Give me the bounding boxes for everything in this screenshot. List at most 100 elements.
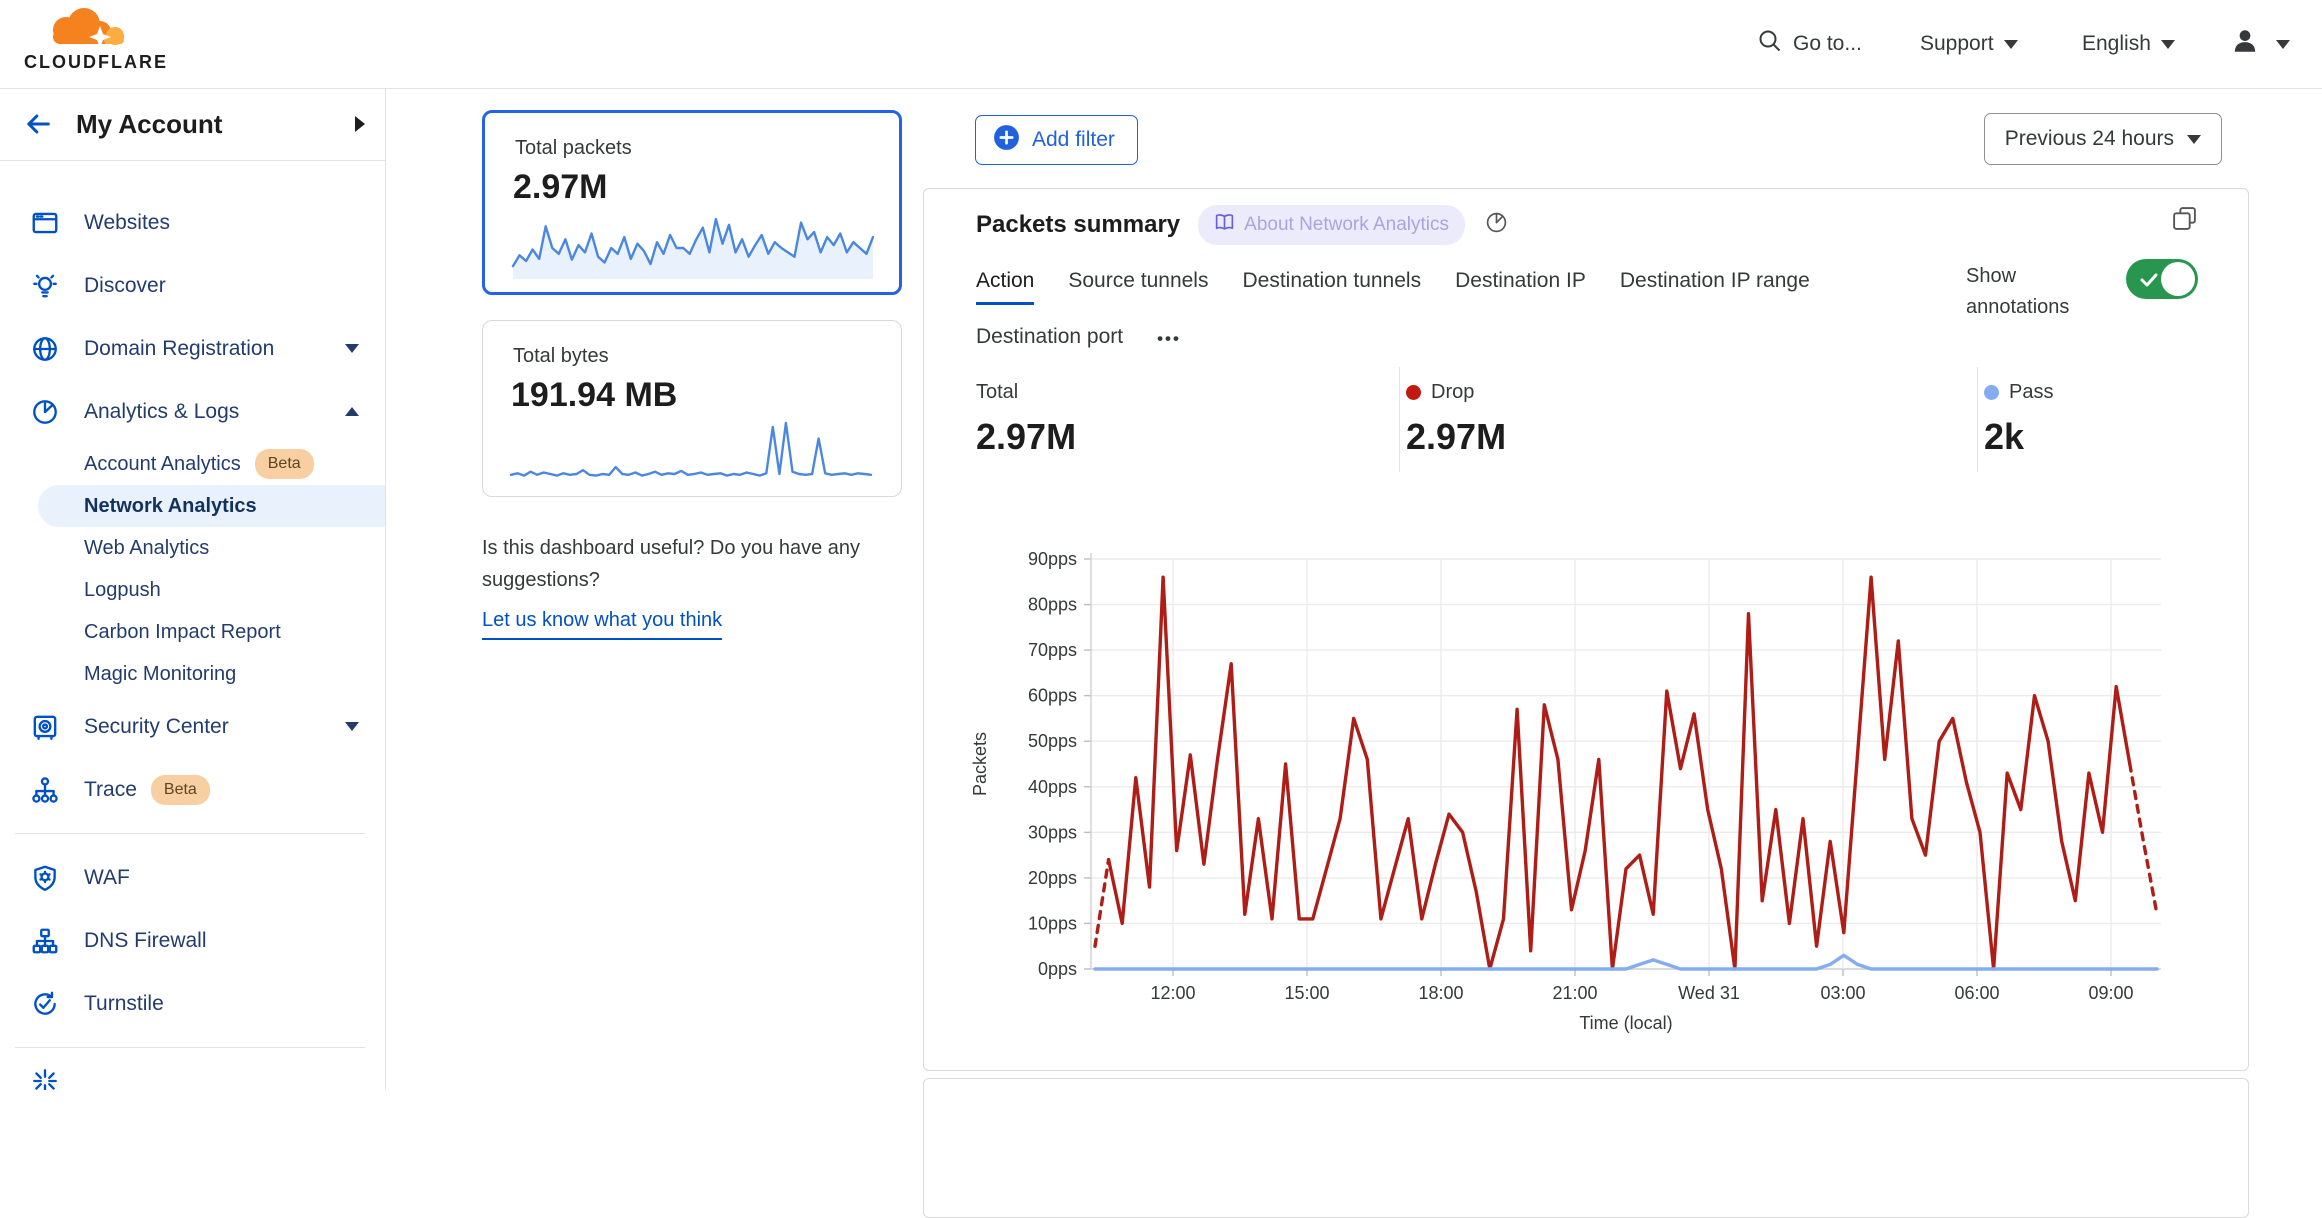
partial-nav-icon[interactable]	[30, 1066, 60, 1090]
packets-time-series-chart[interactable]: 0pps 10pps 20pps 30pps 40pps 50pps 60pps 70pps 8…	[924, 541, 2250, 1041]
tab-action[interactable]: Action	[976, 269, 1035, 305]
book-icon	[1214, 212, 1235, 238]
summary-card-total-bytes[interactable]: Total bytes 191.94 MB	[482, 320, 902, 497]
sidebar-item-trace[interactable]: Trace Beta	[0, 758, 385, 821]
globe-icon	[30, 334, 60, 364]
cloudflare-logo[interactable]: CLOUDFLARE	[16, 6, 196, 81]
packets-summary-card: Packets summary About Network Analytics …	[923, 188, 2249, 1071]
back-arrow-icon[interactable]	[22, 108, 54, 140]
sidebar-nav: Websites Discover Domain Registration Analy…	[0, 161, 385, 1048]
sidebar-item-turnstile[interactable]: Turnstile	[0, 972, 385, 1035]
sidebar-section: Websites Discover Domain Registration Analy…	[0, 191, 385, 821]
shield-gear-icon	[30, 863, 60, 893]
stat-label: Drop	[1431, 381, 1475, 403]
feedback-block: Is this dashboard useful? Do you have an…	[482, 532, 902, 640]
about-network-analytics-badge[interactable]: About Network Analytics	[1198, 205, 1466, 245]
card-value: 191.94 MB	[511, 376, 678, 414]
stat-pass: Pass 2k	[1984, 381, 2053, 458]
stat-label-row: Drop	[1406, 381, 1506, 404]
svg-text:80pps: 80pps	[1028, 595, 1077, 615]
pie-icon	[30, 397, 60, 427]
divider	[1977, 367, 1978, 472]
svg-text:30pps: 30pps	[1028, 822, 1077, 842]
sidebar-item-web-analytics[interactable]: Web Analytics	[0, 527, 385, 569]
top-nav-bar: CLOUDFLARE Go to... Support English	[0, 0, 2322, 89]
svg-text:21:00: 21:00	[1552, 983, 1597, 1003]
sidebar-item-domain-registration[interactable]: Domain Registration	[0, 317, 385, 380]
sidebar-item-magic-monitoring[interactable]: Magic Monitoring	[0, 653, 385, 695]
divider	[1399, 367, 1400, 472]
goto-label: Go to...	[1793, 32, 1862, 55]
svg-text:0pps: 0pps	[1038, 959, 1077, 979]
show-annotations-toggle[interactable]	[2126, 259, 2198, 299]
summary-card-total-packets[interactable]: Total packets 2.97M	[482, 110, 902, 295]
stat-drop: Drop 2.97M	[1406, 381, 1506, 458]
svg-text:09:00: 09:00	[2088, 983, 2133, 1003]
chevron-down-icon	[345, 722, 359, 731]
sidebar-divider	[15, 1047, 365, 1048]
svg-text:20pps: 20pps	[1028, 868, 1077, 888]
account-header: My Account	[0, 88, 385, 161]
sidebar-item-network-analytics[interactable]: Network Analytics	[38, 485, 385, 527]
add-filter-button[interactable]: Add filter	[975, 115, 1138, 165]
card-value: 2.97M	[513, 168, 608, 206]
chevron-down-icon	[345, 344, 359, 353]
language-menu[interactable]: English	[2082, 0, 2175, 88]
safe-icon	[30, 712, 60, 742]
time-range-label: Previous 24 hours	[2004, 127, 2174, 150]
tab-destination-ip-range[interactable]: Destination IP range	[1619, 269, 1810, 292]
sidebar-item-label: Account Analytics	[84, 452, 241, 475]
card-label: Total packets	[515, 137, 632, 159]
goto-search[interactable]: Go to...	[1757, 0, 1862, 88]
svg-text:06:00: 06:00	[1954, 983, 1999, 1003]
toggle-knob	[2161, 262, 2195, 296]
tree-icon	[30, 775, 60, 805]
stat-label-row: Pass	[1984, 381, 2053, 404]
sidebar-item-label: Analytics & Logs	[84, 399, 240, 423]
sidebar-item-dns-firewall[interactable]: DNS Firewall	[0, 909, 385, 972]
sidebar: My Account Websites Discover Domain Regist…	[0, 88, 386, 1090]
sidebar-item-label: Magic Monitoring	[84, 662, 237, 685]
account-menu[interactable]	[2230, 0, 2290, 88]
tab-destination-ip[interactable]: Destination IP	[1455, 269, 1586, 292]
sidebar-item-carbon-impact-report[interactable]: Carbon Impact Report	[0, 611, 385, 653]
svg-text:40pps: 40pps	[1028, 777, 1077, 797]
next-panel-card-partial	[923, 1078, 2249, 1218]
data-latency-pie-icon[interactable]	[1485, 211, 1508, 239]
stat-value: 2k	[1984, 416, 2025, 457]
tab-destination-tunnels[interactable]: Destination tunnels	[1242, 269, 1422, 292]
chevron-right-icon[interactable]	[355, 116, 365, 132]
sidebar-item-security-center[interactable]: Security Center	[0, 695, 385, 758]
chevron-down-icon	[2276, 39, 2290, 49]
sidebar-item-analytics-logs[interactable]: Analytics & Logs	[0, 380, 385, 443]
summary-column: Total packets 2.97M Total bytes 191.94 MB I…	[482, 110, 902, 640]
sidebar-item-label: WAF	[84, 865, 130, 889]
stat-value: 2.97M	[1406, 416, 1507, 457]
sidebar-item-discover[interactable]: Discover	[0, 254, 385, 317]
sidebar-item-waf[interactable]: WAF	[0, 846, 385, 909]
more-tabs-button[interactable]: •••	[1157, 329, 1181, 348]
expand-panel-icon[interactable]	[2171, 205, 2198, 237]
svg-text:70pps: 70pps	[1028, 640, 1077, 660]
sidebar-item-logpush[interactable]: Logpush	[0, 569, 385, 611]
svg-text:50pps: 50pps	[1028, 731, 1077, 751]
svg-text:15:00: 15:00	[1284, 983, 1329, 1003]
svg-text:18:00: 18:00	[1418, 983, 1463, 1003]
rotate-check-icon	[30, 989, 60, 1019]
stat-total: Total 2.97M	[976, 381, 1076, 458]
title-row: Packets summary About Network Analytics	[924, 189, 2248, 245]
tab-destination-port[interactable]: Destination port	[976, 325, 1124, 348]
user-icon	[2230, 26, 2260, 62]
chevron-down-icon	[2187, 134, 2201, 144]
card-label: Total bytes	[513, 345, 609, 367]
feedback-link[interactable]: Let us know what you think	[482, 604, 723, 640]
nodes-icon	[30, 926, 60, 956]
sidebar-item-account-analytics[interactable]: Account Analytics Beta	[0, 443, 385, 485]
sparkline	[509, 421, 873, 477]
sidebar-divider	[15, 833, 365, 834]
sidebar-item-websites[interactable]: Websites	[0, 191, 385, 254]
tab-source-tunnels[interactable]: Source tunnels	[1068, 269, 1209, 292]
time-range-dropdown[interactable]: Previous 24 hours	[1983, 113, 2222, 165]
support-menu[interactable]: Support	[1920, 0, 2018, 88]
sidebar-item-label: Logpush	[84, 578, 161, 601]
